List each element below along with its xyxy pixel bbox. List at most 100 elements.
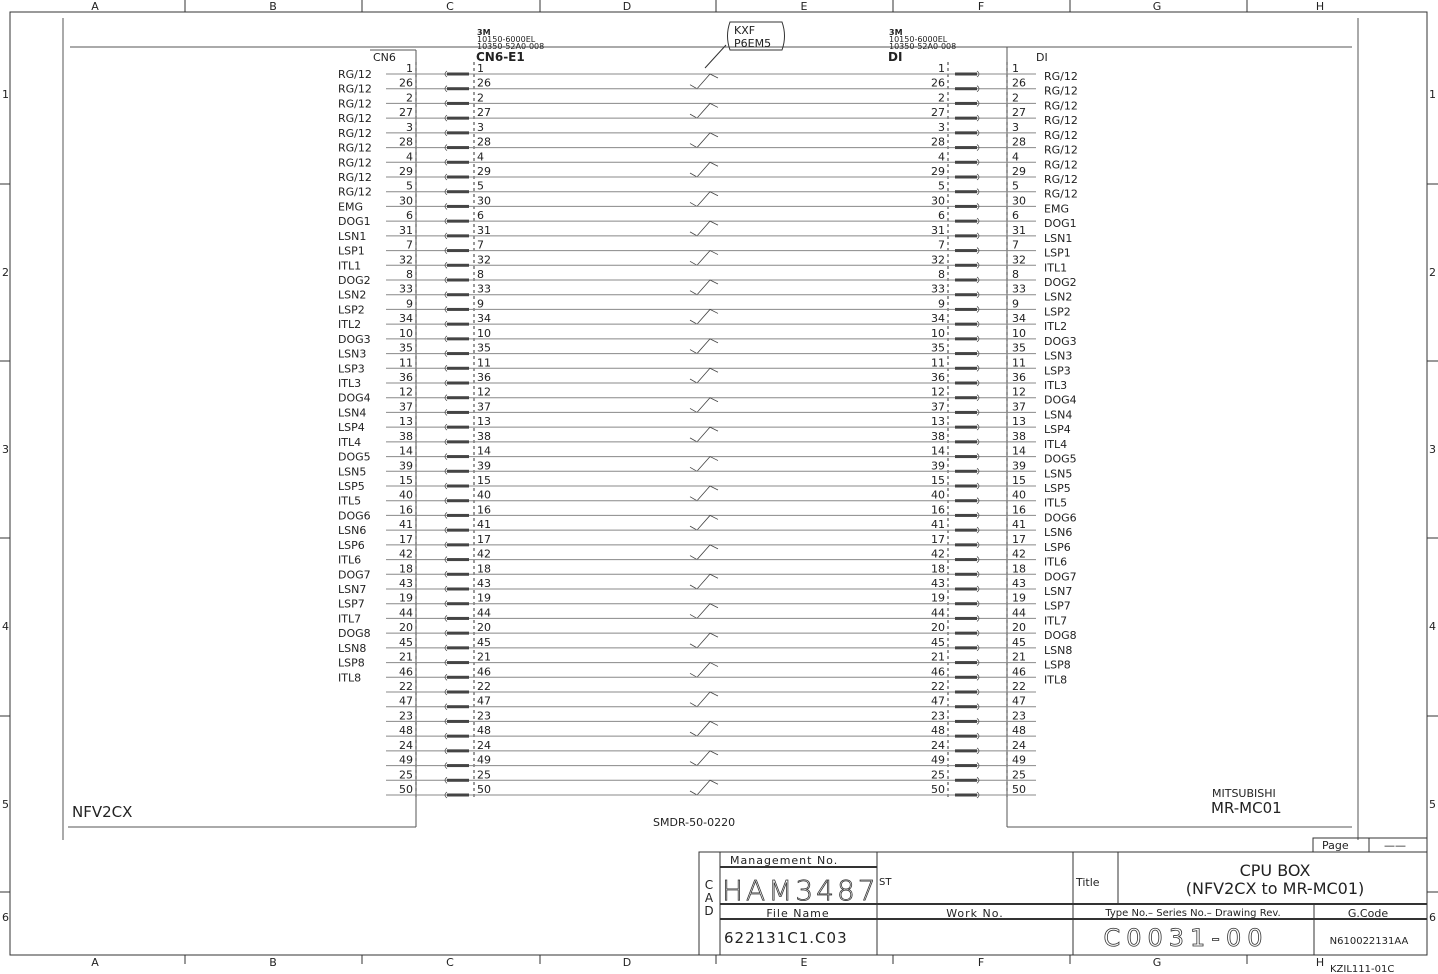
right-contact-icon [976,438,980,446]
left-signal-name: DOG5 [338,451,371,464]
right-contact-icon [955,455,977,459]
left-pin-number: 22 [399,680,413,693]
right-pin-number: 18 [1012,562,1026,575]
wire-row-pin-5: 5 5 5 5 [386,180,1036,207]
left-pin-number: 12 [399,386,413,399]
left-contact-icon [444,512,448,519]
right-plug-pin-number: 37 [931,400,945,413]
left-contact-icon [447,116,469,120]
right-contact-icon [955,616,977,620]
twisted-pair-mark [689,750,719,767]
left-contact-icon [447,160,469,164]
management-no: HAM3487 [722,874,879,907]
right-signal-name: RG/12 [1044,188,1078,201]
right-contact-icon [976,129,980,137]
left-pin-number: 5 [406,180,413,193]
left-plug-pin-number: 40 [477,489,491,502]
right-plug-pin-number: 34 [931,312,945,325]
left-signal-name: LSP3 [338,362,365,375]
left-contact-icon [444,306,448,313]
left-signal-name: RG/12 [338,68,372,81]
left-signal-name: RG/12 [338,156,372,169]
right-signal-name: LSN4 [1044,408,1072,421]
right-pin-number: 7 [1012,239,1019,252]
right-plug-pin-number: 13 [931,415,945,428]
right-pin-number: 6 [1012,209,1019,222]
right-signal-name: RG/12 [1044,85,1078,98]
left-contact-icon [447,396,469,400]
right-pin-number: 28 [1012,136,1026,149]
left-contact-icon [444,217,448,225]
left-contact-icon [447,101,469,105]
right-pin-number: 35 [1012,342,1026,355]
wire-row-pin-36: 36 36 36 36 [386,371,1036,387]
right-contact-icon [955,219,977,223]
right-device-maker: MITSUBISHI [1212,787,1276,800]
left-contact-icon [444,423,448,431]
cable-part-number: SMDR-50-0220 [653,816,735,829]
right-connector-label: DI [1036,51,1048,64]
right-pin-number: 38 [1012,430,1026,443]
right-contact-icon [955,778,977,782]
page-value: —— [1384,839,1406,852]
right-signal-name: ITL8 [1044,673,1067,686]
twisted-pair-mark [689,279,719,296]
wire-row-pin-13: 13 13 13 13 [386,415,1036,443]
file-name: 622131C1.C03 [724,929,848,947]
right-contact-icon [955,719,977,723]
right-contact-icon [976,247,980,254]
left-plug-pin-number: 4 [477,150,484,163]
right-contact-icon [955,469,977,473]
right-contact-icon [976,791,980,799]
left-signal-name: LSN3 [338,348,366,361]
wire-row-pin-49: 49 49 49 49 [386,754,1036,769]
right-contact-icon [955,116,977,120]
right-contact-icon [955,322,977,326]
right-plug-pin-number: 6 [938,209,945,222]
left-contact-icon [444,629,448,637]
left-contact-icon [447,719,469,723]
right-plug-pin-number: 21 [931,651,945,664]
left-contact-icon [444,438,448,446]
right-pin-number: 30 [1012,194,1026,207]
right-contact-icon [955,366,977,370]
left-contact-icon [447,572,469,576]
right-contact-icon [976,173,980,181]
left-contact-icon [444,85,448,92]
left-pin-number: 18 [399,562,413,575]
right-contact-icon [976,320,980,328]
left-plug-pin-number: 47 [477,695,491,708]
left-contact-icon [447,322,469,326]
left-contact-icon [447,249,469,253]
right-contact-icon [976,600,980,607]
column-label: A [91,956,99,969]
right-pin-number: 19 [1012,592,1026,605]
right-contact-icon [955,690,977,694]
right-plug-pin-number: 38 [931,430,945,443]
left-pin-number: 39 [399,459,413,472]
left-contact-icon [444,129,448,137]
cable-tag-line2: P6EM5 [734,37,771,50]
left-contact-icon [444,203,448,210]
right-plug-pin-number: 2 [938,91,945,104]
left-device-name: NFV2CX [72,803,132,821]
left-plug-pin-number: 25 [477,768,491,781]
left-plug-pin-number: 1 [477,62,484,75]
left-pin-number: 2 [406,91,413,104]
right-contact-icon [955,425,977,429]
column-label: D [623,0,631,13]
left-signal-name: EMG [338,200,363,213]
left-signal-name: RG/12 [338,171,372,184]
wire-row-pin-38: 38 38 38 38 [386,430,1036,446]
left-contact-icon [447,146,469,150]
left-contact-icon [444,291,448,298]
left-pin-number: 47 [399,695,413,708]
left-contact-icon [444,70,448,78]
row-label: 6 [1429,911,1436,924]
left-plug-pin-number: 43 [477,577,491,590]
right-plug-name: DI [888,50,902,64]
right-contact-icon [976,159,980,166]
left-plug-pin-number: 6 [477,209,484,222]
left-plug-pin-number: 12 [477,386,491,399]
wire-row-pin-42: 42 42 42 42 [386,548,1036,563]
